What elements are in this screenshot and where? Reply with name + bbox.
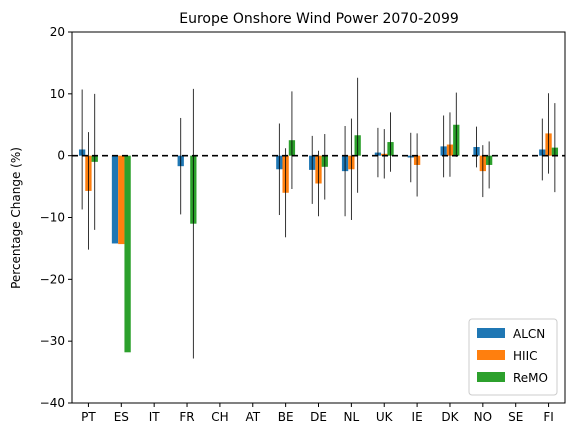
y-tick-label: −40 — [40, 396, 65, 410]
x-tick-label-nl: NL — [344, 410, 360, 424]
legend-label-remo: ReMO — [513, 371, 548, 385]
y-tick-label: −20 — [40, 272, 65, 286]
x-tick-label-at: AT — [245, 410, 260, 424]
y-tick-label: 10 — [50, 87, 65, 101]
x-tick-label-uk: UK — [376, 410, 394, 424]
bar-alcn-es — [111, 155, 119, 244]
legend-label-alcn: ALCN — [513, 327, 545, 341]
x-tick-label-ie: IE — [412, 410, 423, 424]
y-axis-label: Percentage Change (%) — [9, 147, 23, 289]
y-tick-label: 20 — [50, 25, 65, 39]
y-tick-label: −30 — [40, 334, 65, 348]
legend-label-hiic: HIIC — [513, 349, 537, 363]
x-tick-label-dk: DK — [441, 410, 459, 424]
legend-swatch-alcn — [477, 328, 505, 338]
x-tick-label-pt: PT — [81, 410, 96, 424]
x-tick-label-de: DE — [310, 410, 327, 424]
x-tick-label-it: IT — [149, 410, 161, 424]
legend-swatch-remo — [477, 372, 505, 382]
axes-layer: −40 −30 −20 −10 0 10 20 PT ES IT FR CH AT BE DE NL UK IE D… — [40, 25, 566, 424]
legend-swatch-hiic — [477, 350, 505, 360]
chart-title: Europe Onshore Wind Power 2070-2099 — [179, 11, 459, 27]
x-tick-label-es: ES — [114, 410, 129, 424]
bar-hiic-es — [118, 155, 125, 245]
x-tick-label-ch: CH — [211, 410, 228, 424]
error-bars-layer — [81, 77, 556, 359]
legend: ALCN HIIC ReMO — [468, 318, 558, 396]
y-tick-label: −10 — [40, 211, 65, 225]
y-tick-label: 0 — [57, 149, 65, 163]
bar-remo-es — [124, 155, 131, 353]
x-tick-label-fi: FI — [543, 410, 553, 424]
x-tick-label-be: BE — [278, 410, 294, 424]
x-tick-label-fr: FR — [179, 410, 194, 424]
x-tick-label-se: SE — [508, 410, 523, 424]
x-tick-label-no: NO — [474, 410, 492, 424]
